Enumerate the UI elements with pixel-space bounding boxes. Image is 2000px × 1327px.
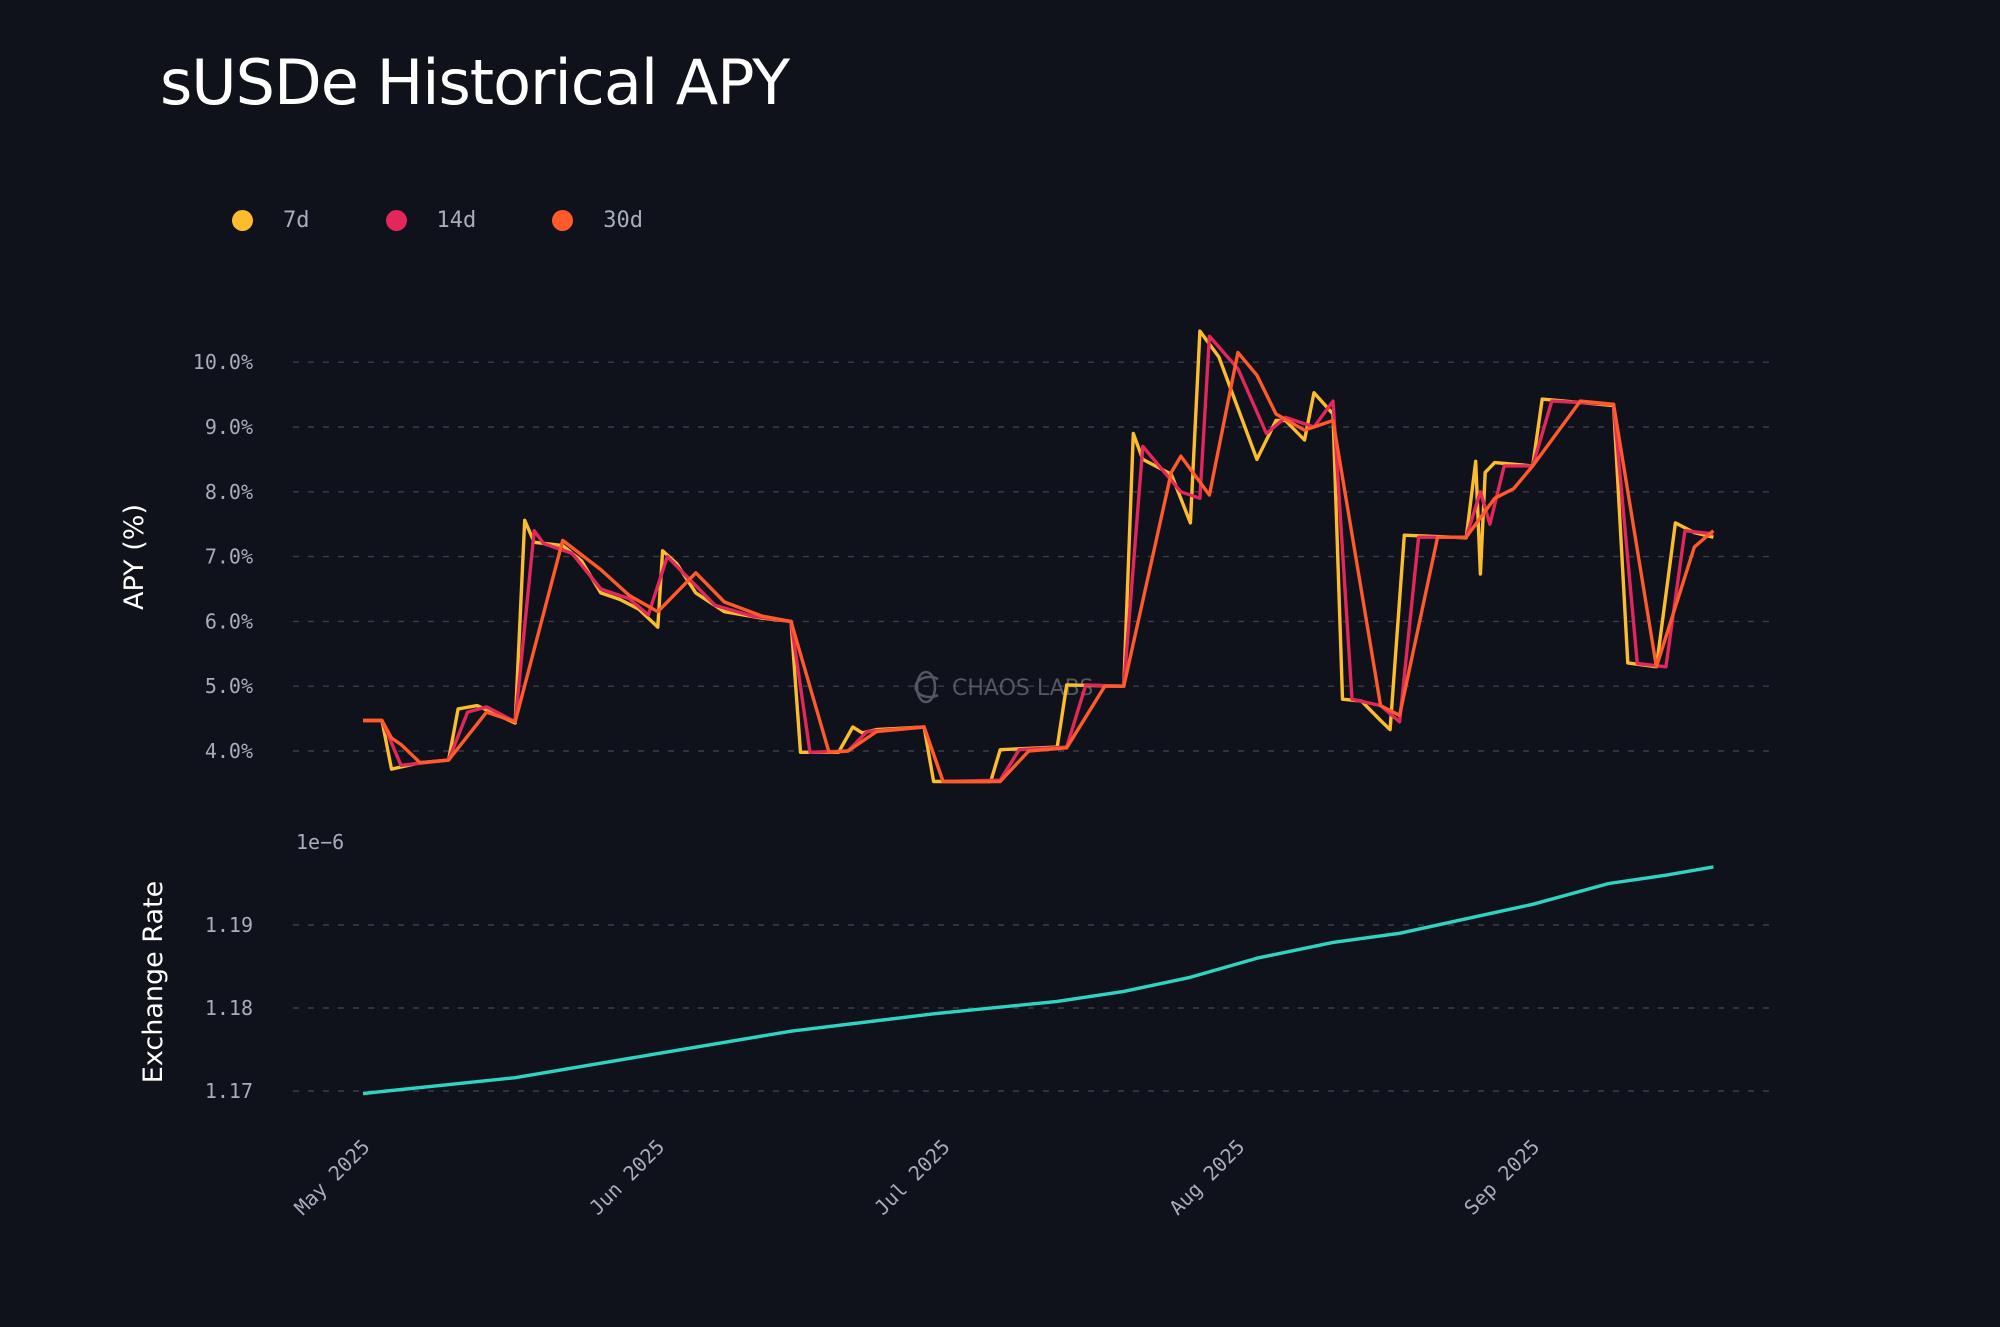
legend-dot-14d [385,210,407,231]
apy-y-ticks: 4.0% 5.0% 6.0% 7.0% 8.0% 9.0% 10.0% [193,350,253,763]
exchange-y-ticks: 1.17 1.18 1.19 [205,913,253,1103]
legend-item-14d[interactable]: 14d [385,208,477,233]
legend-dot-30d [552,210,574,231]
apy-grid [293,361,1773,752]
y-tick-label: 10.0% [193,350,253,374]
apy-y-axis-label: APY (%) [119,504,150,610]
watermark: CHAOS LABS [914,670,1093,704]
offset-label: 1e−6 [296,830,344,854]
series-line-14d [363,334,1714,784]
x-tick-label: Sep 2025 [1459,1135,1544,1220]
y-tick-label: 9.0% [205,415,253,439]
chaos-labs-logo-icon [914,670,939,704]
y-tick-label: 5.0% [205,674,253,698]
series-lines [362,329,1715,1096]
y-tick-label: 1.19 [205,913,253,937]
watermark-text: CHAOS LABS [952,676,1093,701]
x-tick-label: Jul 2025 [870,1135,955,1220]
y-tick-label: 1.17 [205,1079,253,1103]
legend-label: 14d [436,208,477,233]
legend-item-30d[interactable]: 30d [552,208,643,233]
exchange-grid [293,924,1773,1092]
x-ticks: May 2025 Jun 2025 Jul 2025 Aug 2025 Sep 2025 [289,1135,1544,1220]
legend-label: 7d [283,208,310,233]
y-tick-label: 6.0% [205,609,253,633]
chart-title: sUSDe Historical APY [160,46,790,119]
x-tick-label: May 2025 [289,1135,374,1220]
legend: 7d 14d 30d [232,208,719,233]
legend-item-7d[interactable]: 7d [232,208,310,233]
exchange-y-axis-label: Exchange Rate [138,881,169,1083]
y-tick-label: 1.18 [205,996,253,1020]
y-tick-label: 4.0% [205,739,253,763]
x-tick-label: Aug 2025 [1164,1135,1249,1220]
y-tick-label: 7.0% [205,545,253,569]
y-tick-label: 8.0% [205,480,253,504]
series-line-exchange-rate [362,865,1714,1096]
legend-label: 30d [603,208,643,233]
series-line-30d [363,350,1715,784]
x-tick-label: Jun 2025 [584,1135,669,1220]
legend-dot-7d [232,210,253,231]
